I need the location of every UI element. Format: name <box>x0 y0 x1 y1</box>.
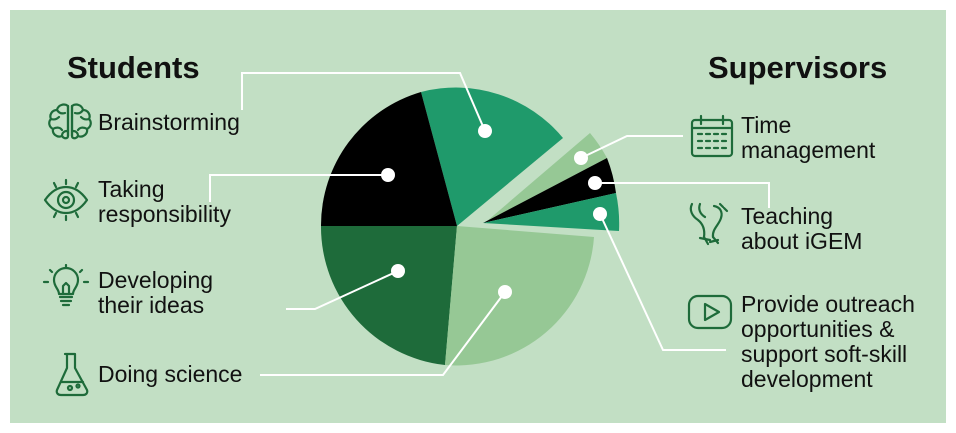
gene-construct-icon <box>686 200 734 248</box>
brain-icon <box>46 98 94 146</box>
video-play-icon <box>686 288 734 336</box>
leader-line-time-management <box>580 135 683 159</box>
students-heading: Students <box>67 50 200 85</box>
marker-dot-outreach <box>593 207 607 221</box>
time-management-line-2: management <box>741 137 876 163</box>
leader-line-brainstorming <box>241 72 486 132</box>
time-management-label: Time management <box>741 113 875 163</box>
developing-ideas-label: Developing their ideas <box>98 268 213 318</box>
marker-dot-doing-science <box>498 285 512 299</box>
outreach-line-4: development <box>741 366 873 392</box>
leader-line-outreach <box>599 213 726 351</box>
eye-icon <box>42 176 90 224</box>
pie-slice-developing-ideas <box>320 226 457 365</box>
developing-ideas-line-1: Developing <box>98 267 214 293</box>
pie-slice-taking-responsibility <box>320 92 457 226</box>
marker-dot-brainstorming <box>478 124 492 138</box>
calendar-icon <box>688 113 736 161</box>
marker-dot-teaching-about-igem <box>588 176 602 190</box>
outreach-line-2: opportunities & <box>741 316 895 342</box>
pie-slice-teaching-about-igem <box>483 158 616 223</box>
infographic-panel: Students Supervisors Brainstorming Takin… <box>10 10 946 423</box>
time-management-line-1: Time <box>741 112 792 138</box>
leader-line-developing-ideas <box>286 270 399 310</box>
taking-responsibility-label: Taking responsibility <box>98 177 231 227</box>
marker-dot-time-management <box>574 151 588 165</box>
leader-line-teaching-about-igem <box>595 182 770 208</box>
flask-icon <box>50 350 98 398</box>
taking-responsibility-line-1: Taking <box>98 176 165 202</box>
developing-ideas-line-2: their ideas <box>98 292 205 318</box>
taking-responsibility-line-2: responsibility <box>98 201 231 227</box>
supervisors-heading: Supervisors <box>708 50 888 85</box>
outreach-line-3: support soft-skill <box>741 341 908 367</box>
lightbulb-icon <box>42 264 90 312</box>
outreach-line-1: Provide outreach <box>741 291 915 317</box>
pie-slice-brainstorming <box>421 87 563 226</box>
brainstorming-label: Brainstorming <box>98 109 240 135</box>
outreach-label: Provide outreach opportunities & support… <box>741 292 915 392</box>
pie-slice-outreach <box>483 193 620 231</box>
pie-slice-doing-science <box>445 226 594 366</box>
teaching-about-igem-label: Teaching about iGEM <box>741 204 862 254</box>
doing-science-label: Doing science <box>98 361 243 387</box>
leader-line-taking-responsibility <box>209 174 388 202</box>
teaching-about-igem-line-1: Teaching <box>741 203 834 229</box>
marker-dot-taking-responsibility <box>381 168 395 182</box>
leader-line-doing-science <box>260 291 506 376</box>
marker-dot-developing-ideas <box>391 264 405 278</box>
pie-diagram <box>209 72 770 376</box>
teaching-about-igem-line-2: about iGEM <box>741 228 863 254</box>
